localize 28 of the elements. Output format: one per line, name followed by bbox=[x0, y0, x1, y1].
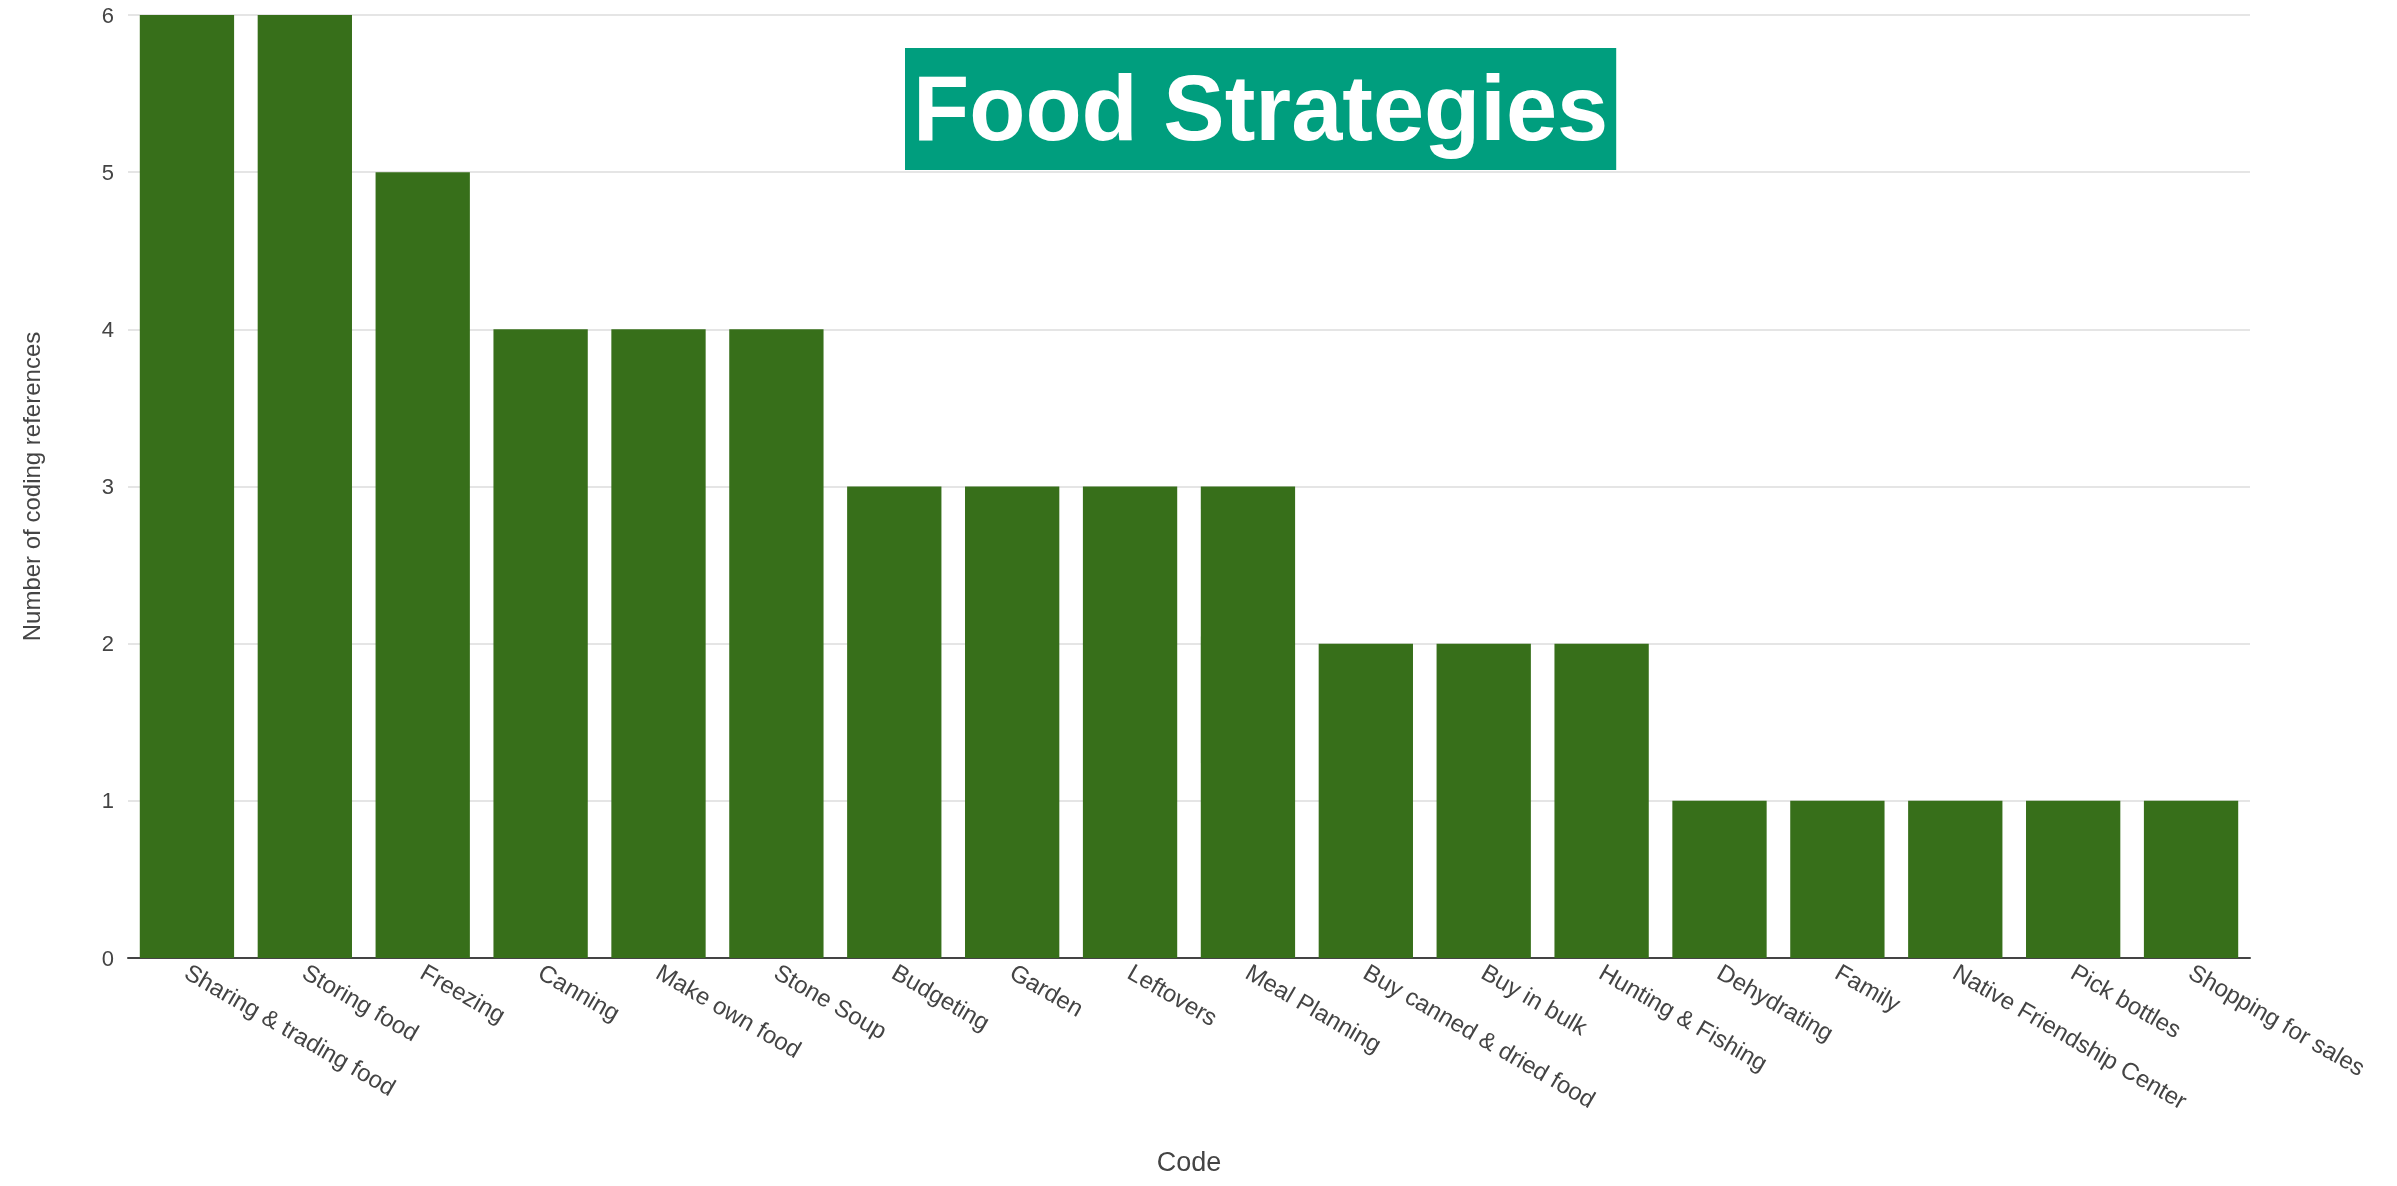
bar bbox=[493, 329, 588, 958]
bar bbox=[139, 15, 235, 958]
bar bbox=[375, 172, 470, 958]
x-axis-title: Code bbox=[1156, 1146, 1222, 1177]
bar bbox=[1790, 800, 1885, 958]
y-tick-label: 6 bbox=[101, 2, 114, 28]
bar bbox=[729, 329, 824, 958]
bar bbox=[2026, 800, 2121, 958]
bar bbox=[2143, 800, 2239, 958]
text: Food Strategies bbox=[913, 57, 1609, 159]
bar bbox=[1082, 486, 1178, 958]
bar bbox=[1672, 800, 1767, 958]
y-tick-label: 5 bbox=[101, 159, 114, 185]
bar bbox=[1554, 643, 1649, 958]
y-tick-label: 3 bbox=[101, 474, 114, 499]
bar bbox=[1908, 800, 2003, 958]
bar bbox=[965, 486, 1060, 958]
y-tick-label: 2 bbox=[101, 631, 114, 657]
y-axis-title: Number of coding references bbox=[17, 331, 45, 642]
y-tick-label: 4 bbox=[101, 316, 114, 342]
bar bbox=[847, 486, 942, 958]
bar bbox=[1436, 643, 1531, 958]
bar bbox=[611, 329, 706, 958]
bar bbox=[1318, 643, 1413, 958]
bar bbox=[1200, 486, 1296, 958]
y-tick-label: 1 bbox=[101, 788, 114, 814]
y-tick-label: 0 bbox=[101, 945, 114, 971]
bar bbox=[257, 15, 352, 958]
